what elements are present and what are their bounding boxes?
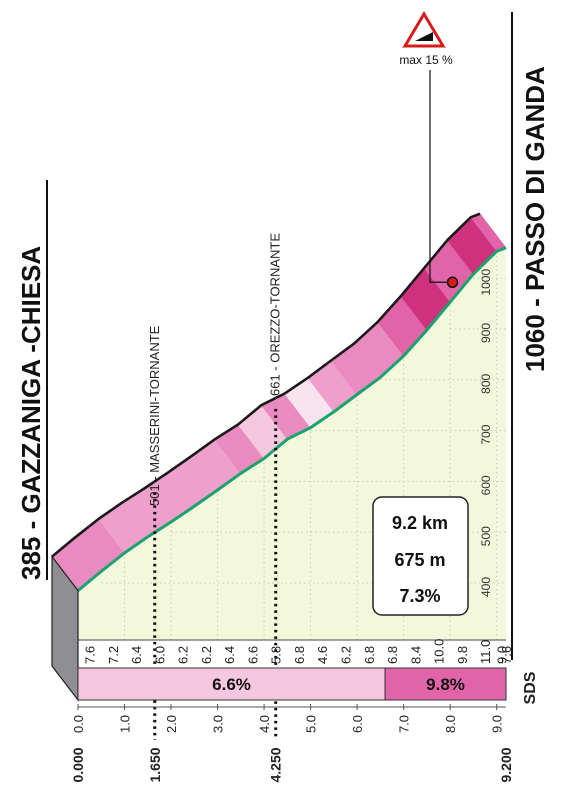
start-wall [51, 554, 79, 702]
altitude-label: 900 [479, 323, 493, 343]
sds-logo: SDS [522, 671, 539, 704]
x-tick-label: 0.0 [71, 715, 86, 733]
x-tick-label: 9.0 [490, 715, 505, 733]
gradient-value: 4.6 [315, 646, 330, 664]
gradient-value: 9.8 [455, 646, 470, 664]
x-tick-label: 2.0 [164, 715, 179, 733]
warning-triangle-icon [402, 11, 446, 48]
slope-glyph-icon [415, 32, 433, 41]
x-tick-label: 6.0 [350, 715, 365, 733]
profile-line-layer [77, 246, 507, 592]
waypoint-label: 501 - MASSERINI-TORNANTE [147, 325, 162, 506]
altitude-axis-layer: 400 500 600 700 800 900 1000 [479, 269, 493, 597]
gradient-value: 6.8 [362, 646, 377, 664]
waypoint-km-label: 4.250 [268, 747, 284, 782]
x-tick-label: 4.0 [257, 715, 272, 733]
x-tick-label: 7.0 [397, 715, 412, 733]
summary-box-layer: 9.2 km 675 m 7.3% [372, 496, 469, 616]
altitude-label: 1000 [479, 269, 493, 296]
max-gradient-label: max 15 % [399, 53, 453, 67]
max-gradient-leader [429, 70, 453, 283]
gradient-value: 6.6 [245, 646, 260, 664]
segment-summary-layer: 6.6% 9.8% [77, 667, 507, 701]
gradient-value: 7.6 [499, 646, 514, 664]
altitude-label: 500 [479, 526, 493, 546]
altitude-label: 700 [479, 424, 493, 444]
summary-gradient: 7.3% [399, 586, 440, 606]
gradient-bands-layer [51, 212, 507, 592]
gradient-value: 6.8 [292, 646, 307, 664]
altitude-label: 400 [479, 577, 493, 597]
gradient-value: 7.6 [83, 646, 98, 664]
gradient-value: 6.2 [339, 646, 354, 664]
distance-axis-layer: 0.0 1.0 2.0 3.0 4.0 5.0 6.0 7.0 8.0 9.0 0.000 9.200 [70, 704, 514, 783]
segment-bar [384, 667, 507, 701]
km-mark-label: 9.200 [498, 747, 514, 782]
segment-label: 9.8% [426, 675, 465, 694]
segment-label: 6.6% [212, 675, 251, 694]
summary-climb: 675 m [394, 550, 445, 570]
start-wall-layer [51, 554, 506, 702]
x-tick-label: 5.0 [304, 715, 319, 733]
finish-name: 1060 - PASSO DI GANDA [520, 66, 550, 372]
altitude-label: 800 [479, 373, 493, 393]
gradient-value: 6.0 [152, 646, 167, 664]
x-tick-label: 8.0 [443, 715, 458, 733]
gradient-value: 6.2 [176, 646, 191, 664]
gradient-value: 5.8 [269, 646, 284, 664]
summary-distance: 9.2 km [392, 513, 448, 533]
waypoint-km-label: 1.650 [147, 747, 163, 782]
gradient-value: 6.4 [129, 646, 144, 664]
gradient-value: 10.0 [432, 639, 447, 664]
segment-bar [77, 667, 386, 701]
x-tick-label: 1.0 [118, 715, 133, 733]
start-name: 385 - GAZZANIGA -CHIESA [16, 246, 46, 580]
gradient-value: 9.0 [494, 646, 509, 664]
max-gradient-point [446, 276, 459, 289]
gradient-value: 6.4 [222, 646, 237, 664]
profile-line [77, 246, 507, 592]
gradient-labels-layer: 7.6 7.2 6.4 6.0 6.2 6.2 6.4 6.6 5.8 6.8 4.6 6.2 6.8 6… [83, 639, 514, 664]
band-top-outline [51, 212, 481, 558]
gradient-value: 8.4 [408, 646, 423, 664]
x-tick-label: 3.0 [211, 715, 226, 733]
km-mark-label: 0.000 [70, 747, 86, 782]
waypoint-label: 661 - OREZZO-TORNANTE [268, 233, 283, 396]
waypoint-guides-layer [153, 408, 278, 740]
altitude-label: 600 [479, 475, 493, 495]
summary-box [372, 496, 469, 616]
gradient-value: 6.2 [199, 646, 214, 664]
gradient-value: 11.0 [478, 640, 493, 664]
gradient-value: 7.2 [106, 646, 121, 664]
gradient-value: 6.8 [385, 646, 400, 664]
text-layer: 501 - MASSERINI-TORNANTE 1.650 661 - OREZZ… [16, 11, 550, 783]
